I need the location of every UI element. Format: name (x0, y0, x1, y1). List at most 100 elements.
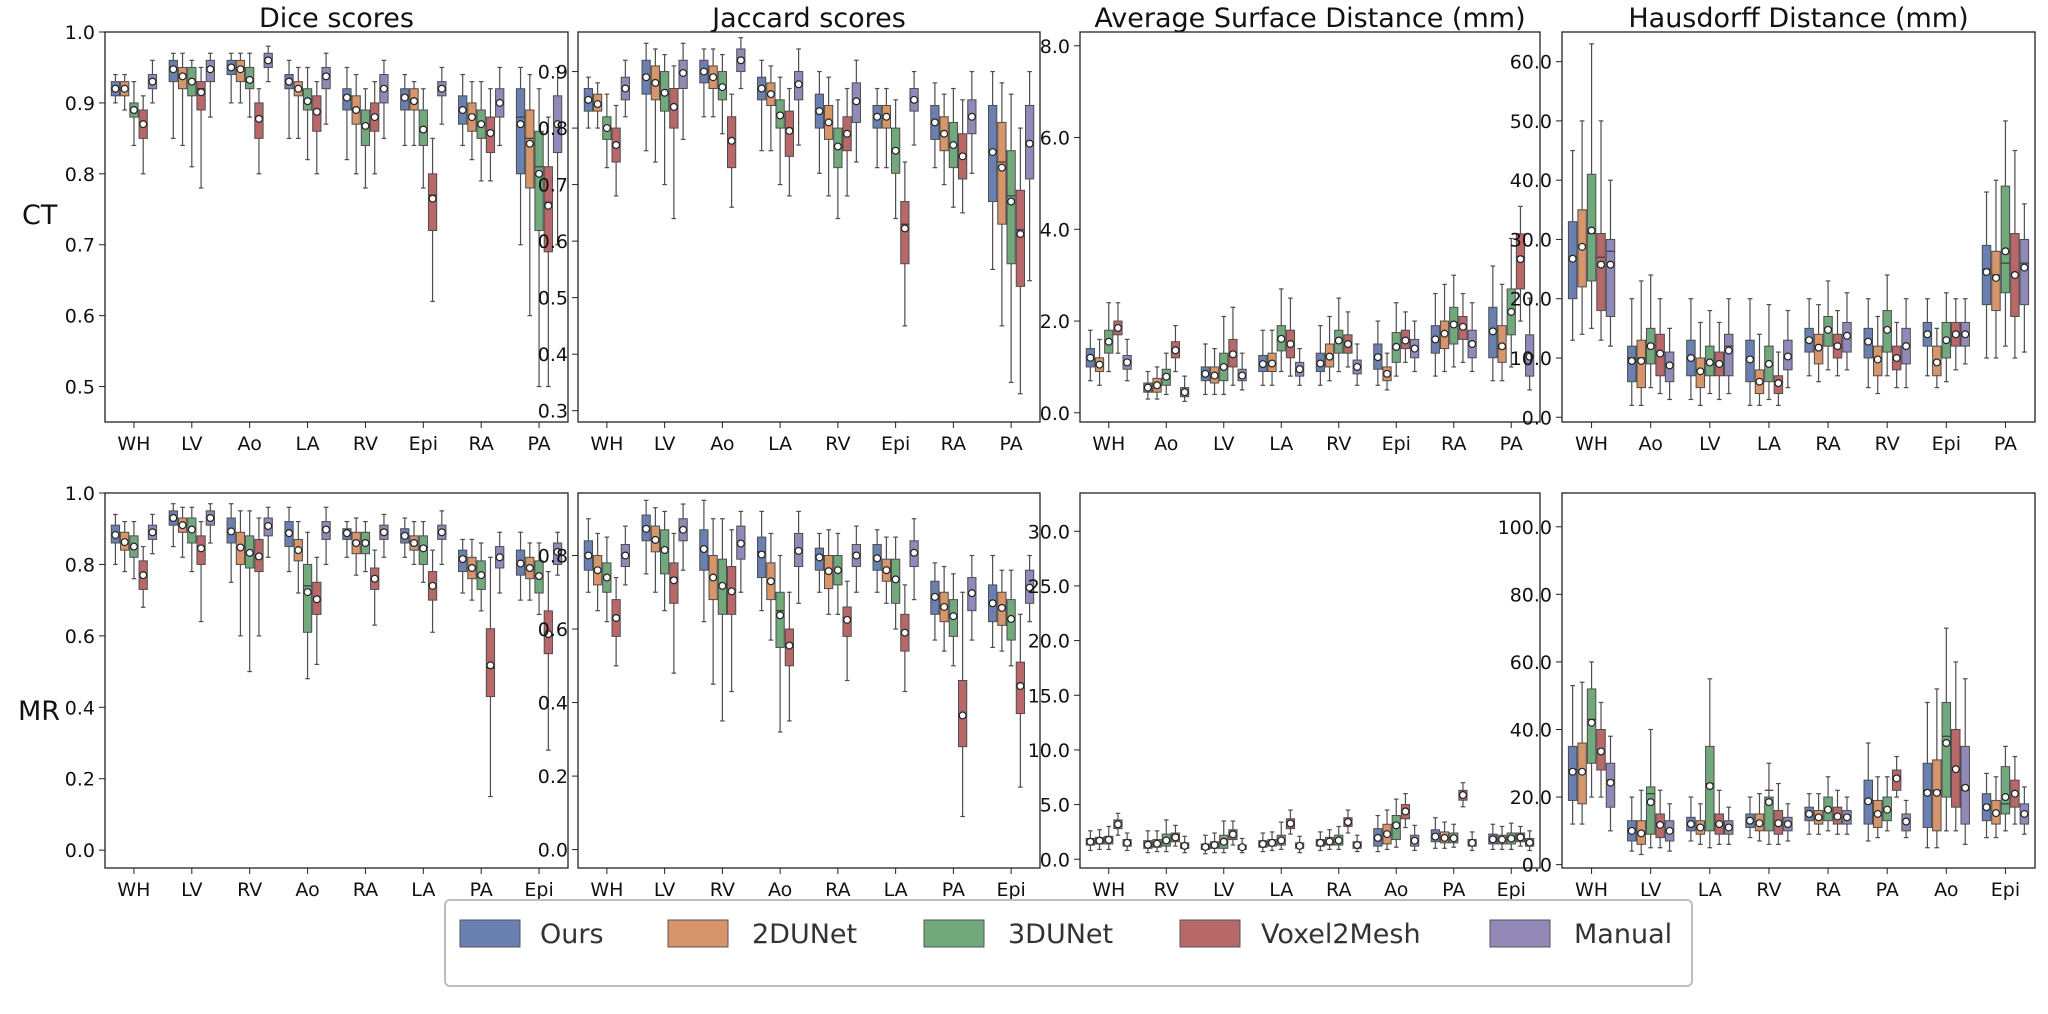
mean-marker (1665, 361, 1674, 370)
mean-marker (997, 603, 1006, 612)
x-tick-label: LV (1699, 433, 1721, 455)
mean-marker (467, 563, 476, 572)
x-tick-label: RA (825, 879, 850, 901)
mean-marker (1833, 812, 1842, 821)
mean-marker (584, 551, 593, 560)
legend: Ours 2DUNet 3DUNet Voxel2Mesh Manual (444, 899, 1693, 987)
mean-marker (1431, 335, 1440, 344)
y-tick-label: 10.0 (1510, 348, 1552, 370)
panel-title: Hausdorff Distance (mm) (1628, 3, 1968, 34)
mean-marker (1258, 360, 1267, 369)
x-tick-label: Ao (1639, 433, 1663, 455)
legend-swatch-voxel2mesh (1179, 919, 1241, 948)
mean-marker (1864, 797, 1873, 806)
x-tick-label: Epi (996, 879, 1025, 901)
mean-marker (882, 566, 891, 575)
mean-marker (1942, 336, 1951, 345)
x-tick-label: RA (1815, 433, 1840, 455)
mean-marker (352, 538, 361, 547)
mean-marker (2020, 263, 2029, 272)
x-tick-label: WH (590, 433, 623, 455)
mean-marker (236, 65, 245, 74)
mean-marker (1627, 826, 1636, 835)
mean-marker (169, 513, 178, 522)
y-tick-label: 20.0 (1510, 787, 1552, 809)
mean-marker (1086, 837, 1095, 846)
mean-marker (642, 73, 651, 82)
legend-item-ours: Ours (459, 919, 604, 950)
mean-marker (1587, 718, 1596, 727)
mean-marker (669, 102, 678, 111)
mean-marker (1401, 807, 1410, 816)
mean-marker (1696, 367, 1705, 376)
y-tick-label: 0.2 (538, 766, 568, 788)
x-tick-label: PA (1500, 433, 1523, 455)
row-label-ct: CT (22, 200, 58, 231)
mean-marker (2001, 793, 2010, 802)
mean-marker (873, 112, 882, 121)
x-tick-label: LA (1269, 433, 1293, 455)
x-tick-label: RA (1441, 433, 1466, 455)
x-tick-label: LA (1757, 433, 1781, 455)
mean-marker (1334, 336, 1343, 345)
y-tick-label: 0.0 (1522, 407, 1552, 429)
x-tick-label: RV (237, 879, 262, 901)
mean-marker (1238, 843, 1247, 852)
mean-marker (757, 84, 766, 93)
mean-marker (949, 141, 958, 150)
y-tick-label: 60.0 (1510, 652, 1552, 674)
mean-marker (535, 169, 544, 178)
mean-marker (1295, 841, 1304, 850)
mean-marker (1277, 836, 1286, 845)
legend-swatch-manual (1489, 919, 1551, 948)
plot-frame (1561, 31, 2036, 423)
y-tick-label: 0.0 (1040, 403, 1070, 425)
mean-marker (410, 97, 419, 106)
legend-label-3dunet: 3DUNet (1008, 919, 1113, 950)
mean-marker (940, 602, 949, 611)
mean-marker (303, 588, 312, 597)
mean-marker (1016, 682, 1025, 691)
mean-marker (1833, 342, 1842, 351)
mean-marker (1873, 809, 1882, 818)
x-tick-label: WH (117, 433, 150, 455)
mean-marker (930, 118, 939, 127)
mean-marker (1774, 819, 1783, 828)
mean-marker (1316, 838, 1325, 847)
y-tick-label: 0.8 (65, 164, 95, 186)
y-tick-label: 0.4 (538, 693, 568, 715)
y-tick-label: 0.6 (65, 306, 95, 328)
panel-1: Dice scores 0.5 0.6 0.7 0.8 0.9 1.0 WH LV Ao LA RV E… (65, 3, 569, 455)
box (2000, 185, 2011, 294)
mean-marker (1401, 336, 1410, 345)
mean-marker (1162, 372, 1171, 381)
box (1645, 786, 1656, 835)
mean-marker (1286, 340, 1295, 349)
mean-marker (651, 535, 660, 544)
mean-marker (1440, 329, 1449, 338)
mean-marker (1007, 197, 1016, 206)
mean-marker (1210, 371, 1219, 380)
x-tick-label: PA (1876, 879, 1899, 901)
x-tick-label: RV (353, 433, 378, 455)
mean-marker (1525, 838, 1534, 847)
mean-marker (679, 68, 688, 77)
mean-marker (1410, 836, 1419, 845)
x-tick-label: LV (181, 433, 203, 455)
box (997, 121, 1007, 225)
mean-marker (379, 84, 388, 93)
mean-marker (1842, 331, 1851, 340)
mean-marker (1842, 813, 1851, 822)
mean-marker (1824, 805, 1833, 814)
legend-swatch-3dunet (923, 919, 985, 948)
mean-marker (1568, 254, 1577, 263)
mean-marker (1892, 774, 1901, 783)
mean-marker (1498, 342, 1507, 351)
mean-marker (1095, 836, 1104, 845)
y-tick-label: 0.5 (65, 377, 95, 399)
mean-marker (477, 571, 486, 580)
mean-marker (1383, 369, 1392, 378)
y-tick-label: 0.3 (538, 401, 568, 423)
mean-marker (940, 129, 949, 138)
